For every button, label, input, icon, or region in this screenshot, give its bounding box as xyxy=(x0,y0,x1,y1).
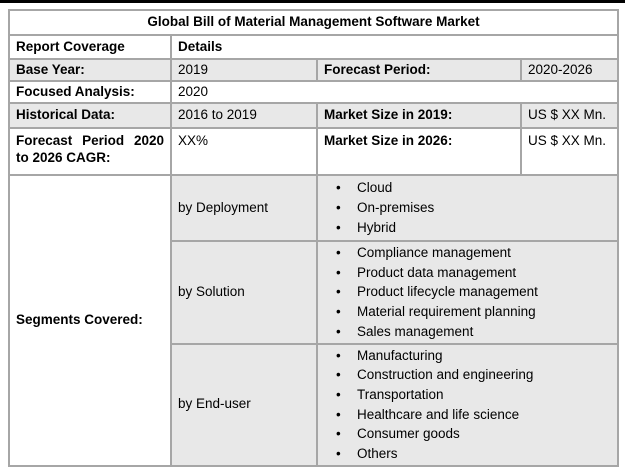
header-report-coverage: Report Coverage xyxy=(8,34,172,60)
market-size-2026-label: Market Size in 2026: xyxy=(316,127,522,176)
forecast-period-label: Forecast Period: xyxy=(316,58,522,82)
solution-bullet-list: Compliance management Product data manag… xyxy=(324,243,611,342)
market-size-2019-label: Market Size in 2019: xyxy=(316,102,522,129)
cagr-row: Forecast Period 2020 to 2026 CAGR: XX% M… xyxy=(8,127,620,176)
bullet-item: Healthcare and life science xyxy=(324,405,611,425)
market-size-2019-value: US $ XX Mn. xyxy=(519,102,620,129)
segment-group-end-user: by End-user xyxy=(170,342,318,467)
market-report-table: Global Bill of Material Management Softw… xyxy=(7,9,620,467)
historical-data-label: Historical Data: xyxy=(8,102,172,129)
bullet-item: Transportation xyxy=(324,385,611,405)
focused-analysis-label: Focused Analysis: xyxy=(8,80,172,104)
bullet-item: Hybrid xyxy=(324,218,611,238)
bullet-item: Sales management xyxy=(324,322,611,342)
bullet-item: On-premises xyxy=(324,198,611,218)
header-row: Report Coverage Details xyxy=(8,34,620,60)
bullet-item: Manufacturing xyxy=(324,346,611,366)
cagr-label: Forecast Period 2020 to 2026 CAGR: xyxy=(8,127,172,176)
segment-group-deployment: by Deployment xyxy=(170,174,318,242)
top-accent-line xyxy=(0,0,625,3)
segments-end-user-row: by End-user Manufacturing Construction a… xyxy=(9,342,620,467)
forecast-period-value: 2020-2026 xyxy=(519,58,620,82)
bullet-item: Product data management xyxy=(324,263,611,283)
page-title: Global Bill of Material Management Softw… xyxy=(7,9,620,36)
segment-items-deployment: Cloud On-premises Hybrid xyxy=(315,174,620,242)
end-user-bullet-list: Manufacturing Construction and engineeri… xyxy=(324,346,611,464)
focused-analysis-value: 2020 xyxy=(169,80,620,104)
focused-analysis-row: Focused Analysis: 2020 xyxy=(8,80,620,104)
bullet-item: Product lifecycle management xyxy=(324,282,611,302)
base-year-row: Base Year: 2019 Forecast Period: 2020-20… xyxy=(8,58,620,82)
segments-covered-label: Segments Covered: xyxy=(8,174,172,467)
historical-data-row: Historical Data: 2016 to 2019 Market Siz… xyxy=(8,102,620,129)
title-row: Global Bill of Material Management Softw… xyxy=(7,9,620,36)
base-year-value: 2019 xyxy=(170,58,318,82)
deployment-bullet-list: Cloud On-premises Hybrid xyxy=(324,178,611,237)
historical-data-value: 2016 to 2019 xyxy=(170,102,318,129)
bullet-item: Material requirement planning xyxy=(324,302,611,322)
market-size-2026-value: US $ XX Mn. xyxy=(519,127,620,176)
segments-deployment-row: Segments Covered: by Deployment Cloud On… xyxy=(8,174,620,467)
segment-items-end-user: Manufacturing Construction and engineeri… xyxy=(315,342,620,467)
cagr-value: XX% xyxy=(170,127,318,176)
segments-solution-row: by Solution Compliance management Produc… xyxy=(9,240,620,345)
bullet-item: Compliance management xyxy=(324,243,611,263)
segment-group-solution: by Solution xyxy=(170,240,318,345)
bullet-item: Others xyxy=(324,444,611,464)
bullet-item: Consumer goods xyxy=(324,424,611,444)
header-details: Details xyxy=(169,34,620,60)
bullet-item: Construction and engineering xyxy=(324,365,611,385)
segment-items-solution: Compliance management Product data manag… xyxy=(315,240,620,345)
bullet-item: Cloud xyxy=(324,178,611,198)
base-year-label: Base Year: xyxy=(8,58,172,82)
